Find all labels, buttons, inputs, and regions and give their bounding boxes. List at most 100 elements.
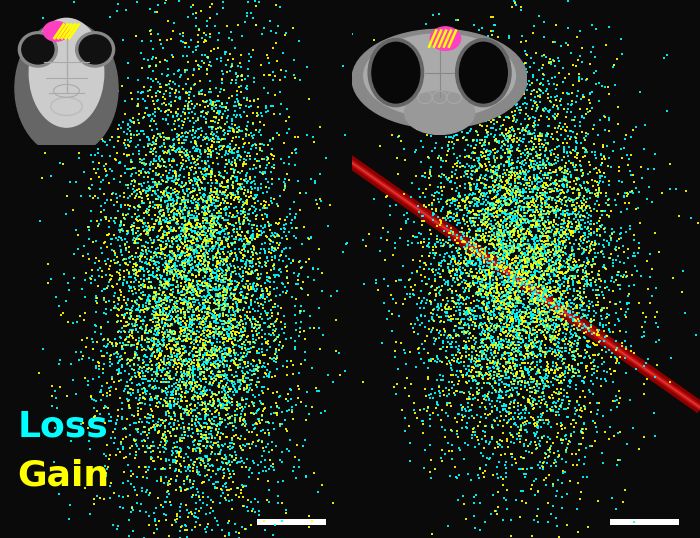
Point bbox=[166, 321, 177, 330]
Point bbox=[479, 431, 490, 440]
Point bbox=[540, 323, 552, 332]
Point bbox=[421, 20, 432, 29]
Point bbox=[134, 353, 145, 362]
Point bbox=[512, 138, 523, 146]
Point bbox=[246, 253, 257, 261]
Point bbox=[450, 253, 461, 262]
Point bbox=[205, 217, 216, 225]
Point bbox=[522, 464, 533, 473]
Point bbox=[513, 88, 524, 96]
Point bbox=[246, 245, 257, 253]
Point bbox=[526, 193, 538, 201]
Point bbox=[508, 231, 519, 239]
Point bbox=[497, 352, 508, 361]
Point bbox=[206, 283, 217, 292]
Point bbox=[550, 249, 561, 258]
Point bbox=[578, 306, 589, 314]
Point bbox=[486, 267, 498, 276]
Point bbox=[516, 237, 527, 245]
Point bbox=[239, 216, 250, 225]
Point bbox=[256, 180, 267, 188]
Point bbox=[504, 152, 515, 161]
Point bbox=[565, 254, 576, 263]
Point bbox=[265, 314, 276, 323]
Point bbox=[495, 204, 506, 213]
Point bbox=[153, 417, 164, 426]
Point bbox=[540, 348, 551, 356]
Point bbox=[217, 0, 228, 6]
Point bbox=[568, 291, 579, 300]
Point bbox=[488, 108, 499, 116]
Point bbox=[568, 128, 579, 136]
Point bbox=[155, 272, 167, 281]
Point bbox=[554, 251, 565, 259]
Point bbox=[645, 299, 656, 308]
Point bbox=[163, 337, 174, 346]
Point bbox=[103, 335, 114, 344]
Point bbox=[554, 298, 565, 307]
Point bbox=[540, 136, 551, 144]
Point bbox=[120, 211, 132, 220]
Point bbox=[172, 395, 183, 404]
Point bbox=[524, 130, 536, 138]
Point bbox=[206, 361, 217, 370]
Point bbox=[186, 405, 197, 413]
Point bbox=[544, 115, 555, 124]
Point bbox=[161, 343, 172, 351]
Point bbox=[193, 381, 204, 390]
Point bbox=[589, 341, 601, 349]
Point bbox=[209, 297, 220, 306]
Point bbox=[220, 278, 231, 286]
Point bbox=[573, 314, 584, 323]
Point bbox=[634, 444, 645, 453]
Point bbox=[538, 301, 550, 310]
Point bbox=[498, 244, 509, 252]
Point bbox=[214, 194, 225, 203]
Point bbox=[522, 128, 533, 136]
Point bbox=[172, 471, 183, 480]
Point bbox=[535, 264, 546, 272]
Point bbox=[505, 196, 516, 204]
Point bbox=[262, 360, 274, 369]
Point bbox=[552, 312, 563, 321]
Point bbox=[510, 263, 522, 272]
Point bbox=[480, 291, 491, 299]
Point bbox=[540, 191, 551, 200]
Point bbox=[509, 376, 520, 385]
Point bbox=[122, 378, 133, 386]
Point bbox=[504, 146, 515, 155]
Point bbox=[153, 203, 164, 212]
Point bbox=[531, 295, 542, 304]
Point bbox=[202, 214, 213, 223]
Point bbox=[214, 410, 225, 419]
Point bbox=[490, 274, 501, 283]
Point bbox=[286, 395, 297, 404]
Point bbox=[540, 369, 552, 378]
Point bbox=[538, 315, 549, 324]
Point bbox=[141, 301, 152, 310]
Point bbox=[483, 310, 494, 318]
Point bbox=[532, 249, 543, 257]
Point bbox=[564, 349, 575, 357]
Point bbox=[234, 298, 245, 307]
Point bbox=[186, 302, 197, 311]
Point bbox=[182, 287, 193, 295]
Point bbox=[225, 327, 237, 336]
Point bbox=[547, 366, 558, 374]
Point bbox=[165, 320, 176, 328]
Point bbox=[496, 293, 507, 301]
Point bbox=[176, 273, 188, 282]
Point bbox=[97, 468, 108, 477]
Point bbox=[534, 217, 545, 225]
Point bbox=[137, 359, 148, 367]
Point bbox=[450, 16, 461, 24]
Point bbox=[477, 374, 489, 383]
Point bbox=[204, 77, 216, 86]
Point bbox=[274, 456, 286, 464]
Point bbox=[217, 254, 228, 263]
Point bbox=[169, 401, 180, 409]
Point bbox=[570, 142, 582, 151]
Point bbox=[237, 502, 248, 511]
Point bbox=[200, 386, 211, 395]
Point bbox=[191, 243, 202, 251]
